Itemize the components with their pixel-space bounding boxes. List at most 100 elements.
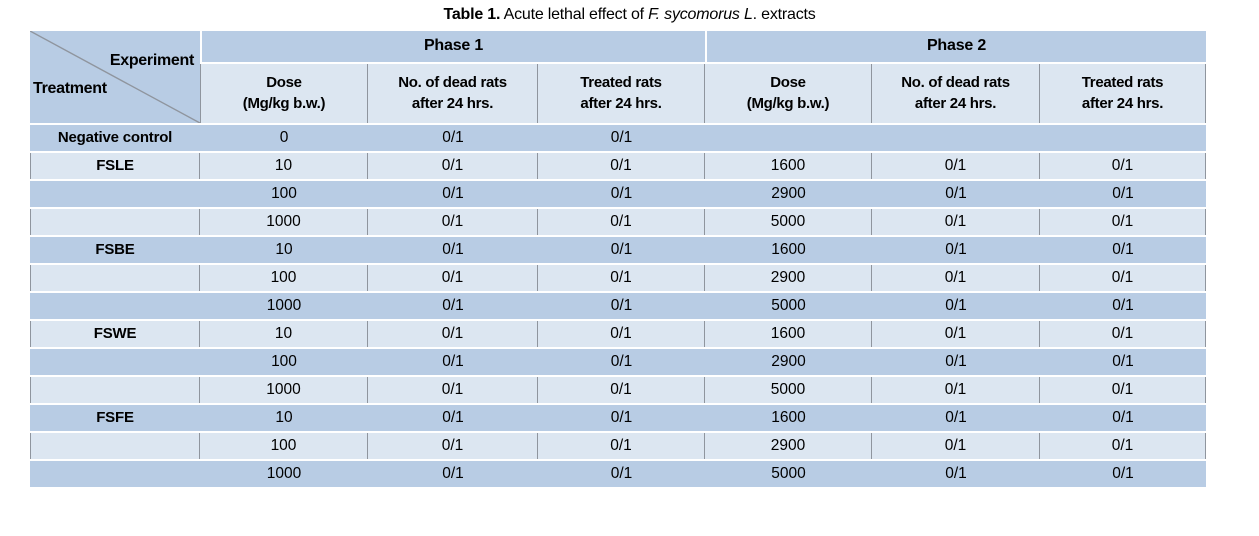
value-cell: 0/1 xyxy=(538,321,705,347)
column-header-dose-p2: Dose (Mg/kg b.w.) xyxy=(705,64,872,123)
column-header-line: Dose xyxy=(266,74,302,91)
value-cell: 1600 xyxy=(771,409,806,426)
value-cell: 0/1 xyxy=(610,185,633,202)
treatment-cell xyxy=(30,433,200,459)
corner-cell: Experiment Treatment xyxy=(30,31,200,123)
value-cell: 100 xyxy=(271,185,297,202)
value-cell: 0/1 xyxy=(1040,433,1206,459)
column-header-line: (Mg/kg b.w.) xyxy=(242,95,326,112)
table-row: FSFE 10 0/1 0/1 1600 0/1 0/1 xyxy=(30,403,1206,431)
value-cell: 0/1 xyxy=(1040,321,1206,347)
value-cell: 0/1 xyxy=(538,377,705,403)
value-cell: 0/1 xyxy=(610,409,633,426)
value-cell: 0/1 xyxy=(872,433,1040,459)
table-row: 1000 0/1 0/1 5000 0/1 0/1 xyxy=(30,375,1206,403)
corner-label-treatment: Treatment xyxy=(33,80,107,97)
column-header-line: after 24 hrs. xyxy=(914,95,997,112)
value-cell: 2900 xyxy=(705,433,872,459)
treatment-cell: FSFE xyxy=(96,409,134,426)
value-cell: 0/1 xyxy=(1112,297,1134,314)
table-body: Negative control 0 0/1 0/1 FSLE 10 0/1 0/1 1600 0… xyxy=(30,123,1206,487)
treatment-cell xyxy=(30,349,200,375)
value-cell xyxy=(872,125,1040,151)
value-cell: 0/1 xyxy=(538,209,705,235)
value-cell: 0/1 xyxy=(1112,353,1134,370)
caption-number: Table 1. xyxy=(443,6,501,23)
table-header: Experiment Treatment Phase 1 Phase 2 Dos… xyxy=(30,31,1206,123)
value-cell: 0/1 xyxy=(872,377,1040,403)
column-header-dead-rats-p2: No. of dead rats after 24 hrs. xyxy=(872,64,1040,123)
value-cell: 0/1 xyxy=(538,153,705,179)
table-row: Negative control 0 0/1 0/1 xyxy=(30,123,1206,151)
column-header-line: after 24 hrs. xyxy=(1081,95,1164,112)
value-cell: 0/1 xyxy=(945,185,967,202)
treatment-cell: FSLE xyxy=(30,153,200,179)
value-cell: 0/1 xyxy=(1112,409,1134,426)
value-cell: 0/1 xyxy=(442,353,464,370)
value-cell: 10 xyxy=(275,241,293,258)
table-row: 100 0/1 0/1 2900 0/1 0/1 xyxy=(30,347,1206,375)
value-cell: 0/1 xyxy=(442,241,464,258)
value-cell: 100 xyxy=(271,353,297,370)
value-cell: 0/1 xyxy=(872,153,1040,179)
caption-text-end: . extracts xyxy=(752,6,816,23)
column-header-line: Treated rats xyxy=(580,74,662,91)
value-cell: 5000 xyxy=(705,377,872,403)
column-header-line: Treated rats xyxy=(1081,74,1164,91)
value-cell: 0/1 xyxy=(945,409,967,426)
value-cell: 0/1 xyxy=(368,377,538,403)
value-cell: 5000 xyxy=(705,209,872,235)
treatment-cell xyxy=(30,377,200,403)
value-cell xyxy=(1040,125,1206,151)
value-cell: 1600 xyxy=(705,153,872,179)
value-cell: 0/1 xyxy=(610,465,633,482)
column-header-line: No. of dead rats xyxy=(398,74,507,91)
value-cell: 0 xyxy=(279,129,289,146)
value-cell: 0/1 xyxy=(538,265,705,291)
column-header-dose-p1: Dose (Mg/kg b.w.) xyxy=(200,64,368,123)
value-cell: 0/1 xyxy=(1040,265,1206,291)
value-cell: 0/1 xyxy=(442,185,464,202)
value-cell: 1600 xyxy=(771,241,806,258)
value-cell: 0/1 xyxy=(1040,153,1206,179)
table-row: 1000 0/1 0/1 5000 0/1 0/1 xyxy=(30,291,1206,319)
treatment-cell: Negative control xyxy=(57,129,173,146)
acute-lethal-effect-table: Experiment Treatment Phase 1 Phase 2 Dos… xyxy=(30,31,1206,487)
table-row: FSLE 10 0/1 0/1 1600 0/1 0/1 xyxy=(30,151,1206,179)
column-header-treated-rats-p1: Treated rats after 24 hrs. xyxy=(538,64,705,123)
value-cell: 0/1 xyxy=(368,321,538,347)
value-cell: 0/1 xyxy=(872,321,1040,347)
treatment-cell: FSBE xyxy=(95,241,135,258)
value-cell: 1600 xyxy=(705,321,872,347)
value-cell: 0/1 xyxy=(368,209,538,235)
column-header-line: No. of dead rats xyxy=(901,74,1010,91)
value-cell: 0/1 xyxy=(538,433,705,459)
treatment-cell xyxy=(30,265,200,291)
treatment-cell xyxy=(30,209,200,235)
column-header-treated-rats-p2: Treated rats after 24 hrs. xyxy=(1040,64,1206,123)
value-cell: 0/1 xyxy=(610,353,633,370)
diagonal-divider-line xyxy=(30,31,200,123)
value-cell: 100 xyxy=(200,265,368,291)
phase-1-header: Phase 1 xyxy=(200,31,705,64)
value-cell: 0/1 xyxy=(442,409,464,426)
table-row: 1000 0/1 0/1 5000 0/1 0/1 xyxy=(30,459,1206,487)
value-cell: 0/1 xyxy=(442,297,464,314)
table-row: 1000 0/1 0/1 5000 0/1 0/1 xyxy=(30,207,1206,235)
value-cell: 0/1 xyxy=(368,265,538,291)
table-row: FSBE 10 0/1 0/1 1600 0/1 0/1 xyxy=(30,235,1206,263)
value-cell: 0/1 xyxy=(368,153,538,179)
table-row: 100 0/1 0/1 2900 0/1 0/1 xyxy=(30,263,1206,291)
value-cell: 0/1 xyxy=(610,241,633,258)
value-cell: 1000 xyxy=(200,209,368,235)
table-caption: Table 1. Acute lethal effect of F. sycom… xyxy=(0,6,1259,24)
value-cell: 0/1 xyxy=(610,129,633,146)
value-cell: 0/1 xyxy=(1112,465,1134,482)
value-cell: 0/1 xyxy=(368,433,538,459)
value-cell: 0/1 xyxy=(872,265,1040,291)
value-cell: 0/1 xyxy=(872,209,1040,235)
value-cell: 10 xyxy=(200,153,368,179)
value-cell: 10 xyxy=(275,409,293,426)
table-row: FSWE 10 0/1 0/1 1600 0/1 0/1 xyxy=(30,319,1206,347)
value-cell: 10 xyxy=(200,321,368,347)
